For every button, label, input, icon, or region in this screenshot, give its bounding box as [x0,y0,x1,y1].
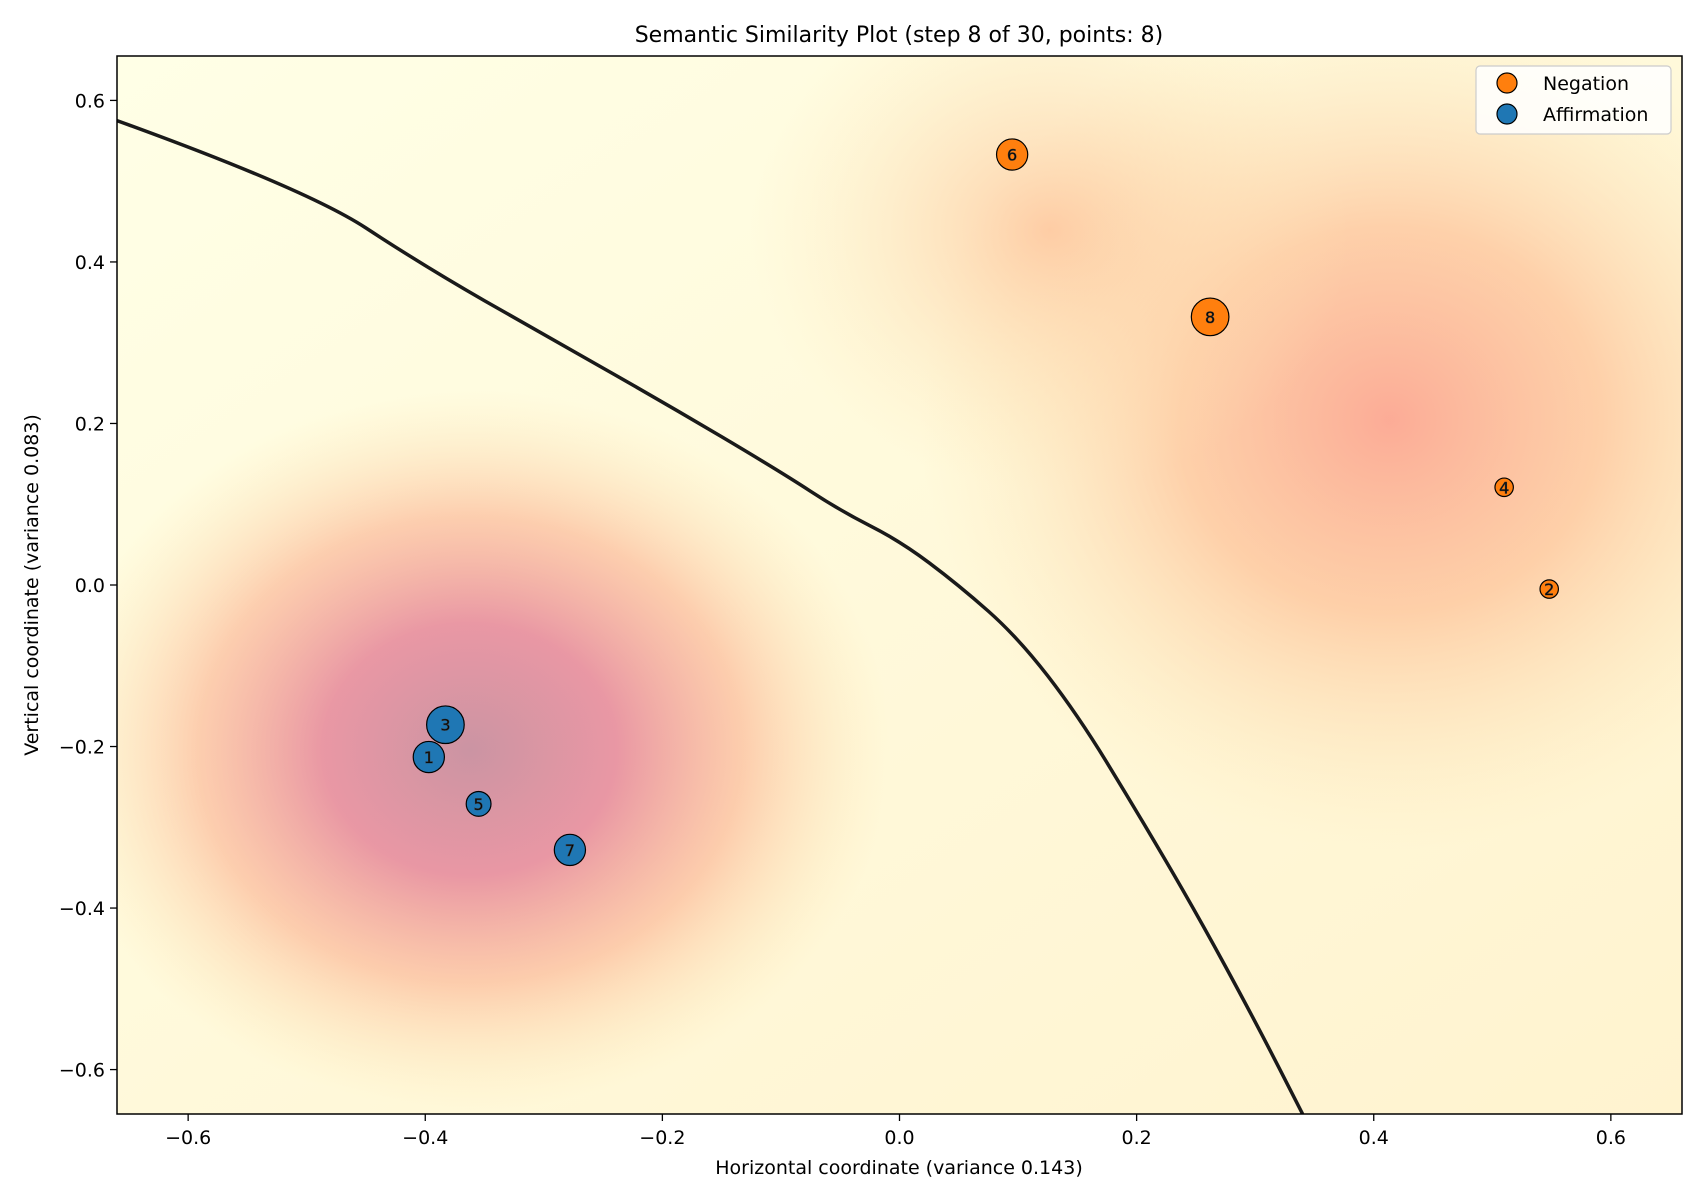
point-label: 5 [474,795,484,814]
point-label: 6 [1007,146,1017,165]
legend-box [1475,65,1672,135]
y-tick-label: −0.2 [59,737,105,759]
decision-boundary-curve [117,118,1305,1114]
point-affirmation-7 [553,833,587,867]
y-axis: 0.6 0.4 0.2 0.0 −0.2 −0.4 −0.6 [59,90,117,1082]
point-negation-8 [1190,297,1230,337]
point-label: 1 [424,748,434,767]
x-tick-label: −0.6 [165,1127,211,1149]
point-negation-4 [1494,477,1514,498]
x-axis-label: Horizontal coordinate (variance 0.143) [715,1157,1083,1179]
plot-area: 2 4 6 8 13 5 7 [117,56,1682,1114]
affirmation-density-blob [117,390,890,1110]
negation-density-blob-upper [750,56,1350,490]
point-label: 4 [1499,478,1509,497]
x-tick-label: 0.6 [1596,1127,1626,1149]
point-affirmation-3 [426,705,465,745]
x-tick-label: −0.4 [402,1127,448,1149]
y-tick-label: −0.4 [59,898,105,920]
y-tick-label: −0.6 [59,1060,105,1082]
x-tick-label: 0.0 [884,1127,914,1149]
y-tick-label: 0.4 [75,252,105,274]
x-tick-label: 0.2 [1122,1127,1152,1149]
x-tick-label: 0.4 [1359,1127,1389,1149]
legend: Negation Affirmation [1475,65,1672,135]
point-label: 8 [1205,308,1215,327]
y-axis-label: Vertical coordinate (variance 0.083) [21,414,43,756]
point-label: 3 [440,716,450,735]
x-tick-label: −0.2 [639,1127,685,1149]
chart-title: Semantic Similarity Plot (step 8 of 30, … [635,23,1164,48]
point-label: 2 [1544,580,1554,599]
point-label: 7 [565,841,575,860]
point-affirmation-1 [412,740,446,774]
legend-label-affirmation: Affirmation [1543,104,1648,126]
legend-marker-affirmation [1496,103,1518,125]
y-tick-label: 0.0 [75,575,105,597]
x-axis: −0.6 −0.4 −0.2 0.0 0.2 0.4 0.6 [165,1114,1626,1149]
point-negation-6 [995,138,1029,171]
point-affirmation-5 [465,790,492,817]
points-layer: 2 4 6 8 13 5 7 [412,138,1560,867]
legend-marker-negation [1496,72,1518,94]
point-negation-2 [1539,579,1560,599]
y-tick-label: 0.6 [75,90,105,112]
legend-label-negation: Negation [1543,73,1629,95]
y-tick-label: 0.2 [75,413,105,435]
